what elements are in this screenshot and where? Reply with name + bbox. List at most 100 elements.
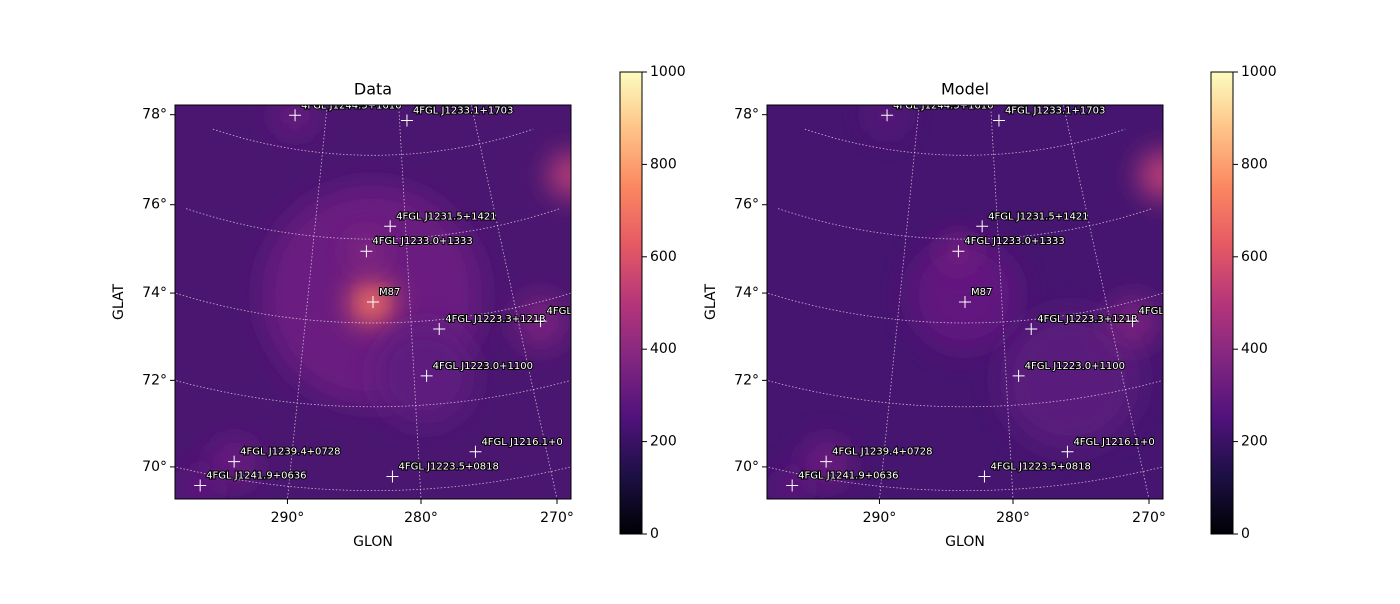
source-marker: [386, 470, 399, 483]
source-label: 4FGL J1223.3+1213: [1037, 314, 1137, 325]
source-marker: [1061, 445, 1074, 458]
source-label: 4FGL J1231.5+1421: [988, 211, 1088, 222]
marker-cross: [400, 114, 413, 127]
source-label: 4FGL J1233.0+1333: [964, 236, 1064, 247]
source-marker: [976, 220, 989, 233]
source-label: 4FGL J1223.5+0818: [398, 462, 498, 473]
chart-title: Model: [941, 80, 989, 99]
source-label: M87: [379, 287, 400, 298]
source-marker: [992, 114, 1005, 127]
heatmap-blob: [1139, 151, 1163, 199]
source-marker: [786, 479, 799, 492]
grid-line: [879, 105, 920, 499]
grid-line: [470, 105, 558, 499]
source-label: 4FGL J1233.1+1703: [413, 106, 513, 117]
heatmap-blob: [549, 153, 571, 197]
colorbar-tick-label: 600: [650, 249, 677, 265]
x-tick-label: 280°: [404, 510, 438, 526]
y-tick-label: 76°: [142, 197, 167, 213]
source-marker: [194, 479, 207, 492]
marker-cross: [386, 470, 399, 483]
x-tick-label: 290°: [271, 510, 305, 526]
x-axis-label: GLON: [353, 534, 393, 550]
source-label: 4FGL J1223.5+0818: [990, 462, 1090, 473]
colorbar-tick-label: 800: [1241, 156, 1268, 172]
source-marker: [360, 245, 373, 258]
marker-cross: [384, 220, 397, 233]
source-marker: [469, 445, 482, 458]
source-marker: [400, 114, 413, 127]
marker-cross: [469, 445, 482, 458]
grid-line: [398, 105, 422, 499]
grid-line: [990, 105, 1014, 499]
chart-title: Data: [354, 80, 392, 99]
heatmap-blob: [365, 296, 379, 310]
source-label: 4FGL J1223.3+1213: [445, 314, 545, 325]
grid-line: [185, 208, 561, 240]
grid-line: [767, 292, 1163, 324]
marker-cross: [228, 455, 241, 468]
source-label: 4FGL: [1139, 306, 1165, 317]
source-label: 4FGL J1223.0+1100: [1025, 361, 1125, 372]
grid-line: [1062, 105, 1150, 499]
colorbar-tick-label: 800: [650, 156, 677, 172]
marker-cross: [992, 114, 1005, 127]
marker-cross: [1012, 369, 1025, 382]
grid-line: [175, 466, 571, 491]
marker-cross: [1126, 315, 1139, 328]
source-label: 4FGL J1231.5+1421: [396, 211, 496, 222]
y-tick-label: 76°: [734, 197, 759, 213]
x-tick-label: 270°: [540, 510, 574, 526]
colorbar-tick-label: 600: [1241, 249, 1268, 265]
y-tick-label: 74°: [142, 285, 167, 301]
colorbar-tick-label: 200: [1241, 434, 1268, 450]
source-marker: [367, 296, 379, 308]
grid-line: [767, 466, 1163, 491]
heatmap-blob: [375, 325, 475, 425]
source-label: 4FGL J1241.9+0636: [798, 470, 898, 481]
y-tick-label: 70°: [142, 459, 167, 475]
colorbar-tick-label: 400: [650, 341, 677, 357]
colorbar-tick-label: 400: [1241, 341, 1268, 357]
marker-cross: [1061, 445, 1074, 458]
y-axis-label: GLAT: [703, 284, 719, 320]
marker-cross: [786, 479, 799, 492]
source-marker: [959, 296, 971, 308]
source-marker: [420, 369, 433, 382]
source-label: 4FGL J1223.0+1100: [433, 361, 533, 372]
heatmap-blob: [1000, 310, 1140, 450]
y-tick-label: 72°: [142, 372, 167, 388]
x-axis-label: GLON: [945, 534, 985, 550]
source-marker: [1025, 322, 1038, 335]
source-marker: [1126, 315, 1139, 328]
colorbar-tick-label: 0: [650, 526, 659, 542]
marker-cross: [952, 245, 965, 258]
colorbar-tick-label: 1000: [1241, 64, 1277, 80]
map-area: 4FGL J1244.3+1616 4FGL J1233.1+1703 4FGL J…: [767, 100, 1165, 499]
map-area: 4FGL J1244.3+1616 4FGL J1233.1+1703 4FGL J…: [175, 105, 571, 499]
marker-cross: [976, 220, 989, 233]
axes-frame: [174, 104, 572, 500]
marker-cross: [194, 479, 207, 492]
grid-line: [175, 292, 571, 324]
source-label: 4FGL J1244.3+1616: [893, 100, 993, 111]
marker-cross: [1025, 322, 1038, 335]
x-tick-label: 270°: [1132, 510, 1166, 526]
source-label: 4FGL J1233.0+1333: [372, 236, 472, 247]
source-label: 4FGL J1241.9+0636: [206, 470, 306, 481]
heatmap-blob: [909, 240, 1019, 350]
grid-line: [175, 379, 571, 408]
source-marker: [433, 322, 446, 335]
marker-cross: [367, 296, 379, 308]
marker-cross: [881, 109, 894, 122]
axes-frame: [766, 104, 1164, 500]
colorbar-tick-label: 1000: [650, 64, 686, 80]
grid-line: [777, 208, 1153, 240]
source-label: 4FGL J1233.1+1703: [1005, 106, 1105, 117]
colorbar-tick-label: 200: [650, 434, 677, 450]
colorbar-tick-label: 0: [1241, 526, 1250, 542]
source-marker: [881, 109, 894, 122]
source-marker: [228, 455, 241, 468]
x-tick-label: 280°: [996, 510, 1030, 526]
